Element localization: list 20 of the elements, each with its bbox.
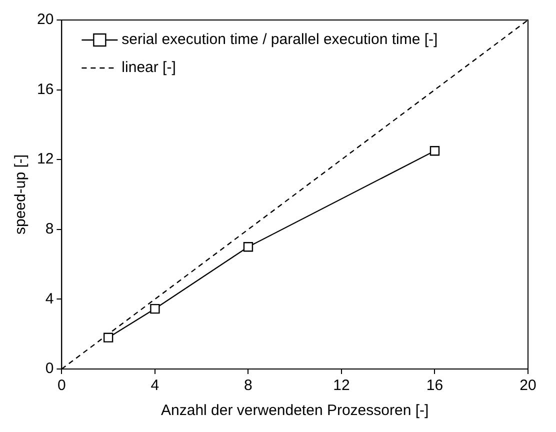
- y-tick-label: 4: [45, 290, 54, 308]
- x-tick-label: 20: [520, 377, 536, 394]
- x-tick-label: 12: [333, 377, 350, 394]
- y-tick-label: 8: [45, 220, 54, 238]
- point: [430, 146, 440, 156]
- y-tick-label: 0: [45, 360, 54, 378]
- y-tick-label: 12: [36, 150, 54, 168]
- y-tick-label: 20: [36, 11, 54, 28]
- x-tick-label: 4: [150, 377, 160, 394]
- legend-label: linear [-]: [122, 59, 176, 76]
- legend-label: serial execution time / parallel execution time [-]: [122, 31, 438, 48]
- y-tick-label: 16: [36, 80, 54, 98]
- x-tick-label: 16: [426, 377, 444, 394]
- x-tick-label: 8: [244, 377, 252, 394]
- x-axis-title: Anzahl der verwendeten Prozessoren [-]: [161, 402, 429, 420]
- y-axis-title: speed-up [-]: [12, 154, 30, 235]
- point: [150, 304, 160, 314]
- point: [103, 332, 114, 342]
- point: [243, 242, 254, 252]
- x-tick-label: 0: [58, 377, 66, 394]
